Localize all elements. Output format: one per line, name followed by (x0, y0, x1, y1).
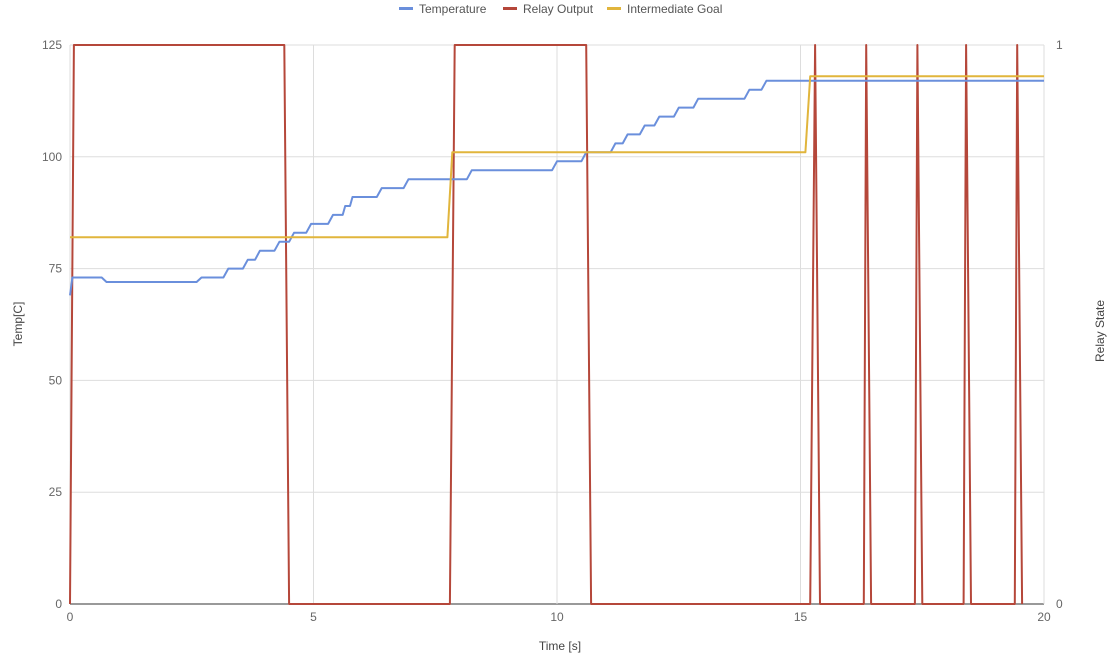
y-tick-label: 100 (42, 150, 62, 164)
series-line-intermediate-goal (70, 75, 1044, 239)
legend: Temperature Relay Output Intermediate Go… (399, 2, 722, 16)
y-axis-title: Temp[C] (11, 302, 25, 347)
series-line-temperature (69, 79, 1044, 296)
y-tick-label: 125 (42, 38, 62, 52)
series-layer (69, 44, 1044, 605)
y-tick-label: 50 (49, 373, 63, 387)
gridlines (69, 44, 1045, 605)
y-axis-left: 0 25 50 75 100 125 (42, 38, 62, 611)
legend-label-relay-output: Relay Output (523, 2, 594, 16)
x-tick-label: 20 (1037, 610, 1051, 624)
legend-label-intermediate-goal: Intermediate Goal (627, 2, 722, 16)
y-tick-label: 25 (49, 485, 63, 499)
y2-tick-label: 0 (1056, 597, 1063, 611)
x-tick-label: 10 (550, 610, 564, 624)
x-axis: 0 5 10 15 20 (67, 610, 1051, 624)
series-line-relay-output (69, 44, 1024, 605)
legend-swatch-relay-output (503, 7, 517, 10)
legend-label-temperature: Temperature (419, 2, 487, 16)
y2-tick-label: 1 (1056, 38, 1063, 52)
legend-swatch-intermediate-goal (607, 7, 621, 10)
legend-swatch-temperature (399, 7, 413, 10)
x-axis-title: Time [s] (539, 639, 581, 653)
y-axis-right: 01 (1056, 38, 1063, 611)
y-tick-label: 0 (55, 597, 62, 611)
y-tick-label: 75 (49, 262, 63, 276)
x-tick-label: 0 (67, 610, 74, 624)
x-tick-label: 5 (310, 610, 317, 624)
y2-axis-title: Relay State (1093, 300, 1107, 362)
x-tick-label: 15 (794, 610, 808, 624)
